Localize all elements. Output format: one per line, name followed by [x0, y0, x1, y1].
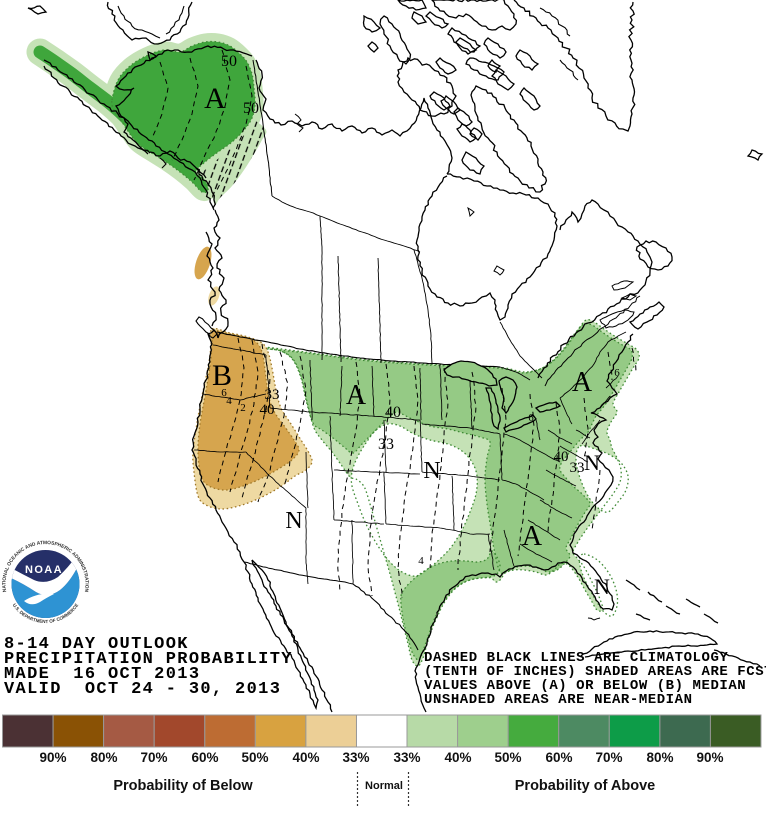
svg-text:Probability of Below: Probability of Below [113, 778, 253, 794]
svg-text:40: 40 [385, 404, 401, 421]
svg-text:80%: 80% [646, 750, 673, 765]
svg-text:50%: 50% [241, 750, 268, 765]
svg-text:Probability of Above: Probability of Above [515, 778, 655, 794]
svg-text:80%: 80% [90, 750, 117, 765]
svg-text:N: N [584, 450, 600, 475]
svg-text:NOAA: NOAA [25, 564, 63, 576]
svg-text:N: N [423, 458, 440, 484]
svg-text:70%: 70% [595, 750, 622, 765]
svg-text:2: 2 [240, 402, 246, 414]
svg-text:6: 6 [528, 412, 534, 424]
svg-text:VALUES ABOVE (A) OR BELOW (B): VALUES ABOVE (A) OR BELOW (B) MEDIAN [424, 678, 746, 694]
svg-text:50: 50 [243, 100, 259, 117]
svg-text:33: 33 [378, 436, 394, 453]
svg-text:40: 40 [554, 449, 569, 465]
svg-text:60%: 60% [545, 750, 572, 765]
svg-text:90%: 90% [696, 750, 723, 765]
svg-text:60%: 60% [191, 750, 218, 765]
svg-text:40%: 40% [292, 750, 319, 765]
svg-text:33: 33 [265, 387, 280, 403]
svg-text:N: N [594, 574, 610, 599]
svg-text:(TENTH OF INCHES) SHADED AREAS: (TENTH OF INCHES) SHADED AREAS ARE FCST [424, 664, 766, 680]
svg-text:90%: 90% [39, 750, 66, 765]
svg-text:A: A [522, 521, 543, 552]
svg-text:DASHED BLACK LINES ARE CLIMATO: DASHED BLACK LINES ARE CLIMATOLOGY [424, 650, 728, 666]
svg-text:50%: 50% [494, 750, 521, 765]
svg-text:33: 33 [570, 460, 585, 476]
svg-text:33%: 33% [342, 750, 369, 765]
svg-text:8-14 DAY OUTLOOK: 8-14 DAY OUTLOOK [4, 635, 189, 654]
svg-text:40%: 40% [444, 750, 471, 765]
svg-text:40: 40 [260, 402, 275, 418]
svg-text:50: 50 [221, 53, 237, 70]
svg-text:33%: 33% [393, 750, 420, 765]
svg-text:UNSHADED AREAS ARE NEAR-MEDIAN: UNSHADED AREAS ARE NEAR-MEDIAN [424, 692, 693, 708]
svg-text:N: N [285, 508, 302, 534]
svg-text:VALID OCT 24 - 30, 2013: VALID OCT 24 - 30, 2013 [4, 680, 281, 699]
svg-text:A: A [204, 82, 226, 115]
svg-text:A: A [346, 380, 367, 411]
svg-text:A: A [572, 367, 593, 398]
svg-text:6: 6 [221, 387, 227, 399]
svg-text:MADE 16 OCT 2013: MADE 16 OCT 2013 [4, 665, 200, 684]
svg-text:PRECIPITATION PROBABILITY: PRECIPITATION PROBABILITY [4, 650, 293, 669]
svg-text:4: 4 [226, 395, 232, 407]
svg-text:Normal: Normal [365, 780, 403, 792]
svg-text:70%: 70% [140, 750, 167, 765]
svg-text:4: 4 [418, 555, 424, 567]
svg-text:6: 6 [614, 367, 620, 379]
svg-text:B: B [212, 359, 232, 392]
